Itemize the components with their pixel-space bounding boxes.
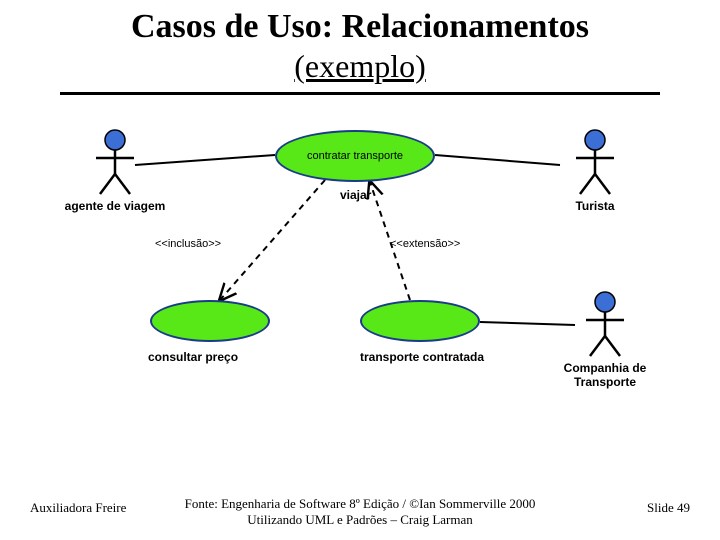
footer-source: Fonte: Engenharia de Software 8º Edição … — [0, 496, 720, 529]
slide-subtitle: (exemplo) — [0, 48, 720, 85]
dep-contratar-consultar — [220, 180, 325, 300]
label-viajar: viajar — [340, 188, 371, 202]
stickfigure-icon — [580, 290, 630, 360]
slide: Casos de Uso: Relacionamentos (exemplo) — [0, 0, 720, 540]
actor-companhia-de-transporte: Companhia de Transporte — [550, 290, 660, 390]
title-underline — [60, 92, 660, 95]
actor-label: Companhia de Transporte — [550, 362, 660, 390]
stickfigure-icon — [570, 128, 620, 198]
stickfigure-icon — [90, 128, 140, 198]
stereo-inclusao: <<inclusão>> — [155, 238, 221, 250]
slide-title: Casos de Uso: Relacionamentos — [0, 8, 720, 46]
actor-turista: Turista — [540, 128, 650, 214]
actor-label: Turista — [540, 200, 650, 214]
label-transporte-contratada: transporte contratada — [360, 350, 484, 364]
footer-slide-number: Slide 49 — [647, 500, 690, 516]
usecase-contratar-transporte: contratar transporte — [275, 130, 435, 182]
usecase-consultar-preco — [150, 300, 270, 342]
actor-agente-de-viagem: agente de viagem — [60, 128, 170, 214]
actor-label: agente de viagem — [60, 200, 170, 214]
footer-source-line1: Fonte: Engenharia de Software 8º Edição … — [185, 496, 536, 511]
footer-source-line2: Utilizando UML e Padrões – Craig Larman — [247, 512, 473, 527]
usecase-diagram: agente de viagem Turista Companhia de Tr… — [60, 110, 660, 440]
stereo-extensao: <<extensão>> — [390, 238, 460, 250]
usecase-label: contratar transporte — [307, 150, 403, 162]
usecase-transporte-contratada — [360, 300, 480, 342]
label-consultar-preco: consultar preço — [148, 350, 238, 364]
